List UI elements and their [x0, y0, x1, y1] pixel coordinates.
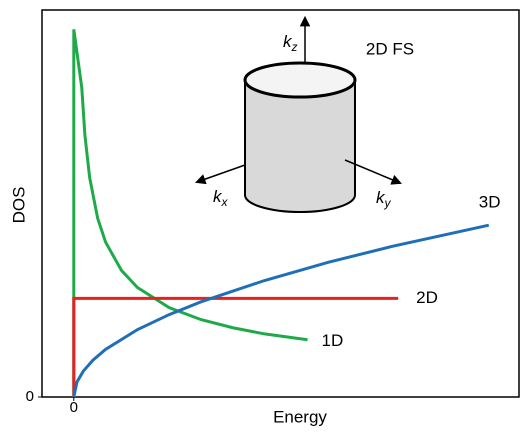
plot-frame: [41, 9, 520, 398]
series-label: 1D: [322, 331, 344, 350]
kx-arrow: [195, 164, 246, 185]
series-line: [72, 223, 490, 398]
series-line: [72, 29, 308, 397]
x-axis-label: Energy: [273, 407, 327, 426]
k-axis-label: kx: [213, 187, 229, 209]
series-label: 3D: [479, 193, 501, 212]
cylinder-body: [244, 79, 356, 213]
y-axis-label: DOS: [9, 187, 28, 224]
x-tick-label: 0: [70, 399, 78, 416]
k-axis-label: kz: [283, 32, 298, 54]
series-line: [72, 296, 399, 397]
y-tick-label: 0: [26, 388, 34, 405]
ky-arrow: [344, 159, 402, 185]
k-axis-label: ky: [376, 188, 392, 210]
cylinder-top: [243, 61, 357, 99]
inset-title: 2D FS: [366, 39, 414, 58]
fermi-surface-inset: 2D FS kx ky kz: [195, 15, 414, 213]
series-label: 2D: [416, 288, 438, 307]
